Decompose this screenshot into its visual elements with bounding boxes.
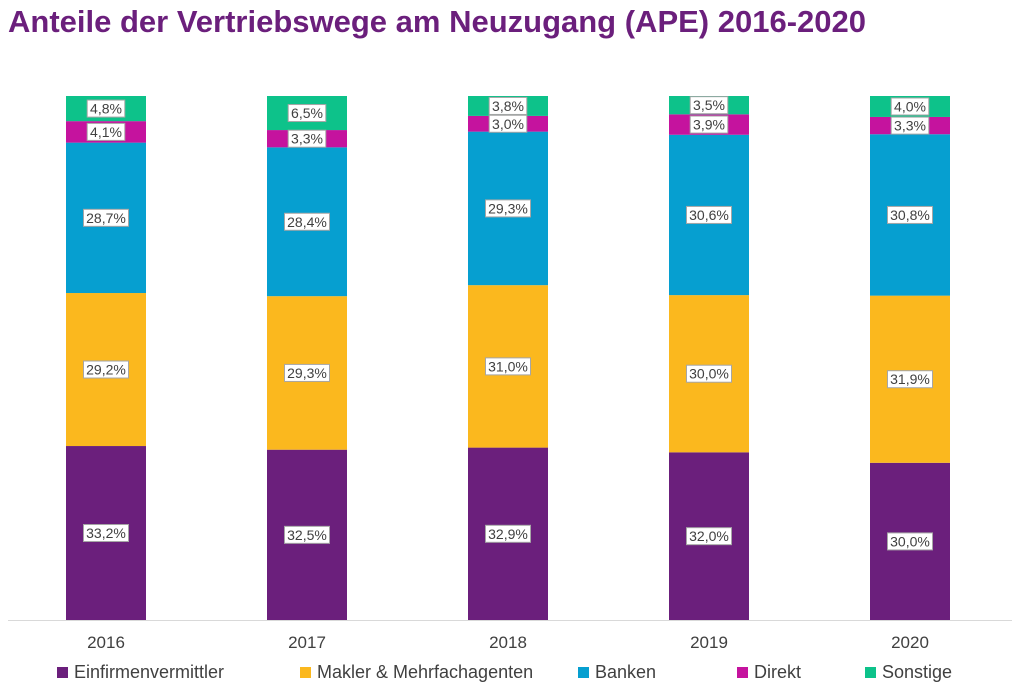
legend-item-banken: Banken [578,662,656,683]
legend-label: Banken [595,662,657,682]
data-label-banken-2016: 28,7% [83,208,129,227]
data-label-direkt-2020: 3,3% [890,116,930,135]
data-label-direkt-2018: 3,0% [488,114,528,133]
svg-text:31,9%: 31,9% [890,371,930,387]
chart-legend: Einfirmenvermittler Makler & Mehrfachagen… [0,662,1024,688]
svg-text:32,5%: 32,5% [287,527,327,543]
svg-text:32,0%: 32,0% [689,528,729,544]
legend-label: Makler & Mehrfachagenten [317,662,534,682]
legend-label: Sonstige [882,662,953,682]
data-label-makler-mehrfachagenten-2018: 31,0% [485,357,531,376]
svg-text:30,8%: 30,8% [890,207,930,223]
data-label-banken-2018: 29,3% [485,199,531,218]
svg-text:3,0%: 3,0% [492,116,524,132]
svg-text:30,0%: 30,0% [890,533,930,549]
svg-text:4,0%: 4,0% [894,98,926,114]
data-label-makler-mehrfachagenten-2016: 29,2% [83,360,129,379]
data-label-sonstige-2020: 4,0% [890,97,930,116]
legend-label: Direkt [754,662,802,682]
data-label-einfirmenvermittler-2018: 32,9% [485,524,531,543]
legend-item-direkt: Direkt [737,662,801,683]
svg-text:29,3%: 29,3% [488,200,528,216]
svg-text:30,6%: 30,6% [689,207,729,223]
data-label-einfirmenvermittler-2020: 30,0% [887,532,933,551]
svg-text:3,9%: 3,9% [693,117,725,133]
legend-label: Einfirmenvermittler [74,662,225,682]
svg-text:3,3%: 3,3% [894,118,926,134]
svg-text:28,7%: 28,7% [86,210,126,226]
data-label-sonstige-2017: 6,5% [287,104,327,123]
svg-text:28,4%: 28,4% [287,214,327,230]
svg-text:31,0%: 31,0% [488,358,528,374]
x-tick-label-2019: 2019 [690,633,728,652]
svg-text:30,0%: 30,0% [689,366,729,382]
svg-text:4,1%: 4,1% [90,124,122,140]
legend-swatch [300,667,311,678]
stacked-bar-chart: 2016 2017 2018 2019 2020 33,2% 29,2% 28,7% 4,1% 4… [8,96,1012,652]
data-label-direkt-2019: 3,9% [689,115,729,134]
legend-item-sonstige: Sonstige [865,662,952,683]
data-label-einfirmenvermittler-2019: 32,0% [686,527,732,546]
x-tick-label-2020: 2020 [891,633,929,652]
legend-item-einfirmenvermittler: Einfirmenvermittler [57,662,224,683]
data-label-sonstige-2019: 3,5% [689,96,729,115]
data-label-banken-2019: 30,6% [686,205,732,224]
data-label-banken-2017: 28,4% [284,212,330,231]
data-label-sonstige-2016: 4,8% [86,99,126,118]
data-label-makler-mehrfachagenten-2017: 29,3% [284,363,330,382]
legend-swatch [737,667,748,678]
legend-swatch [578,667,589,678]
legend-swatch [865,667,876,678]
svg-text:6,5%: 6,5% [291,105,323,121]
chart-title: Anteile der Vertriebswege am Neuzugang (… [8,4,866,39]
legend-swatch [57,667,68,678]
svg-text:3,8%: 3,8% [492,98,524,114]
data-label-makler-mehrfachagenten-2019: 30,0% [686,364,732,383]
svg-text:3,3%: 3,3% [291,131,323,147]
data-label-makler-mehrfachagenten-2020: 31,9% [887,370,933,389]
data-label-banken-2020: 30,8% [887,205,933,224]
svg-text:32,9%: 32,9% [488,526,528,542]
svg-text:4,8%: 4,8% [90,101,122,117]
data-label-direkt-2016: 4,1% [86,122,126,141]
svg-text:33,2%: 33,2% [86,525,126,541]
svg-text:29,3%: 29,3% [287,365,327,381]
x-tick-label-2017: 2017 [288,633,326,652]
data-label-einfirmenvermittler-2016: 33,2% [83,524,129,543]
legend-item-makler-mehrfachagenten: Makler & Mehrfachagenten [300,662,533,683]
svg-text:29,2%: 29,2% [86,362,126,378]
data-label-direkt-2017: 3,3% [287,129,327,148]
data-label-sonstige-2018: 3,8% [488,96,528,115]
x-tick-label-2018: 2018 [489,633,527,652]
svg-text:3,5%: 3,5% [693,97,725,113]
x-tick-label-2016: 2016 [87,633,125,652]
data-label-einfirmenvermittler-2017: 32,5% [284,525,330,544]
